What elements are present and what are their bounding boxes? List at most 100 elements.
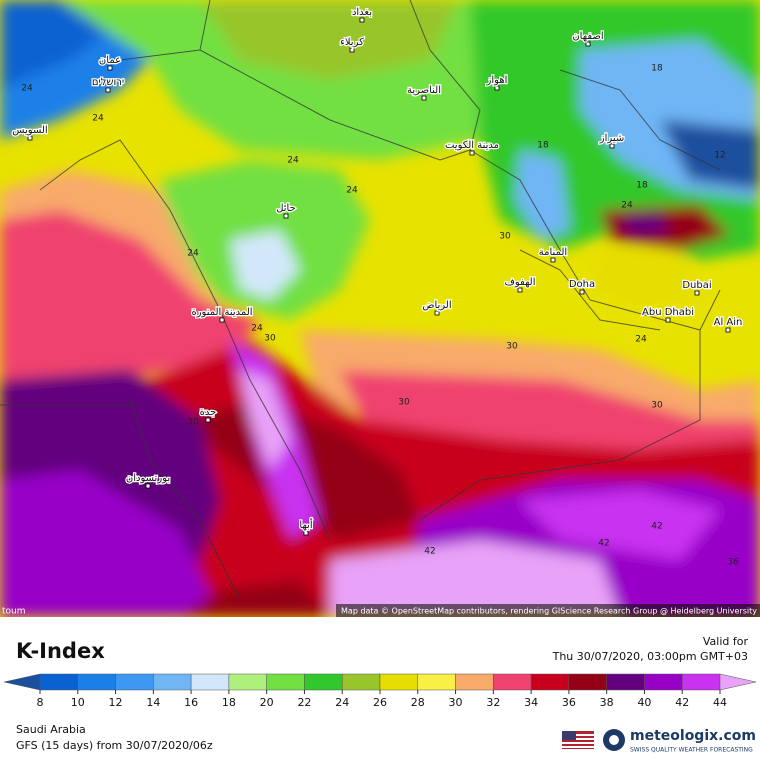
contour-label: 24 [21, 84, 33, 94]
legend-tick-label: 14 [146, 696, 160, 709]
contour-label: 18 [636, 181, 648, 191]
legend-tick-label: 22 [297, 696, 311, 709]
legend-tick-label: 38 [600, 696, 614, 709]
place-label: مدينة الكويت [445, 140, 499, 151]
contour-label: 42 [424, 547, 435, 557]
contour-label: 42 [651, 522, 662, 532]
legend-swatch [115, 673, 154, 691]
contour-label: 30 [506, 342, 518, 352]
legend-swatch [568, 673, 607, 691]
legend-swatch [681, 673, 721, 691]
legend-tick-label: 10 [71, 696, 85, 709]
brand-name[interactable]: meteologix.com [630, 728, 756, 744]
place-label: بغداد [352, 7, 372, 18]
contour-label: 24 [287, 156, 299, 166]
contour-label: 24 [251, 324, 263, 334]
place-label: جدة [200, 407, 217, 418]
place-label: Al Ain [714, 317, 743, 328]
place-dot [550, 257, 556, 263]
legend-swatch [493, 673, 532, 691]
place-dot [725, 327, 731, 333]
contour-labels: 1812181824242424243024303024303030424242… [21, 64, 739, 568]
legend-tick-label: 24 [335, 696, 349, 709]
legend-tick-label: 28 [411, 696, 425, 709]
region: Saudi Arabia [16, 723, 86, 736]
place-label: الهفوف [504, 277, 535, 288]
legend-swatch [417, 673, 456, 691]
place-dot [105, 87, 111, 93]
place-dot [585, 41, 591, 47]
place-label: بورتسودان [126, 473, 170, 484]
legend-tick-label: 20 [260, 696, 274, 709]
color-legend: 8 10 12 14 16 18 20 22 24 26 28 30 32 34 36 38 40 42 44 [3, 673, 757, 709]
place-label: المدينة المنورة [191, 307, 252, 318]
contour-label: 12 [714, 151, 725, 161]
legend-tick-label: 42 [675, 696, 689, 709]
contour-label: 30 [398, 398, 410, 408]
place-label: أبها [299, 518, 312, 531]
place-dot [205, 417, 211, 423]
place-dot [609, 143, 615, 149]
legend-tick-label: 30 [449, 696, 463, 709]
legend-tick-label: 16 [184, 696, 198, 709]
place-dot [359, 17, 365, 23]
place-label: شيراز [599, 133, 625, 144]
model-run: GFS (15 days) from 30/07/2020/06z [16, 739, 213, 752]
place-dot [145, 483, 151, 489]
legend-tick-label: 12 [109, 696, 123, 709]
place-label: اصفهان [572, 31, 603, 42]
map-title: K-Index [16, 639, 105, 663]
legend-tick-label: 40 [637, 696, 651, 709]
legend-swatch [39, 673, 79, 691]
attribution: Map data © OpenStreetMap contributors, r… [341, 607, 757, 616]
legend-tick-label: 34 [524, 696, 538, 709]
contour-label: 24 [346, 186, 358, 196]
logo[interactable]: meteologix.com SWISS QUALITY WEATHER FOR… [603, 728, 756, 754]
place-dot [27, 135, 33, 141]
map[interactable]: بغداد كربلاء اصفهان اهواز الناصرية شيراز مدينة… [0, 0, 760, 617]
place-dot [303, 530, 309, 536]
legend-low-end [3, 673, 41, 691]
corner-label: toum [2, 607, 26, 617]
attribution-bg [336, 604, 760, 617]
legend-high-end [719, 673, 757, 691]
valid-label: Valid for [703, 635, 749, 648]
legend-tick-label: 8 [37, 696, 44, 709]
place-label: الرياض [422, 300, 451, 311]
place-dot [219, 317, 225, 323]
valid-time: Thu 30/07/2020, 03:00pm GMT+03 [552, 650, 748, 663]
place-dot [107, 65, 113, 71]
contour-label: 24 [621, 201, 633, 211]
contour-label: 36 [727, 558, 739, 568]
legend-swatch [455, 673, 494, 691]
legend-swatch [304, 673, 343, 691]
borders [0, 0, 721, 601]
place-dot [349, 47, 355, 53]
legend-tick-label: 32 [486, 696, 500, 709]
legend-swatch [341, 673, 381, 691]
contour-label: 18 [651, 64, 663, 74]
place-label: المنامة [539, 247, 567, 258]
place-label: اهواز [486, 75, 508, 86]
place-labels: بغداد كربلاء اصفهان اهواز الناصرية شيراز مدينة… [11, 6, 744, 536]
contour-label: 18 [537, 141, 549, 151]
contour-label: 24 [635, 335, 647, 345]
place-label: الناصرية [407, 85, 441, 96]
legend-swatch [266, 673, 305, 691]
legend-tick-label: 44 [713, 696, 727, 709]
contour-label: 30 [651, 401, 663, 411]
contour-label: 30 [499, 232, 511, 242]
legend-tick-label: 18 [222, 696, 236, 709]
place-label: Abu Dhabi [642, 307, 694, 318]
legend-swatch [606, 673, 645, 691]
legend-swatch [228, 673, 267, 691]
place-dot [434, 310, 440, 316]
place-label: عمان [99, 55, 121, 66]
place-label: كربلاء [340, 37, 364, 48]
contour-label: 24 [187, 249, 199, 259]
place-label: السويس [12, 125, 47, 136]
place-dot [283, 213, 289, 219]
brand-tagline: SWISS QUALITY WEATHER FORECASTING [630, 747, 753, 754]
place-dot [694, 290, 700, 296]
